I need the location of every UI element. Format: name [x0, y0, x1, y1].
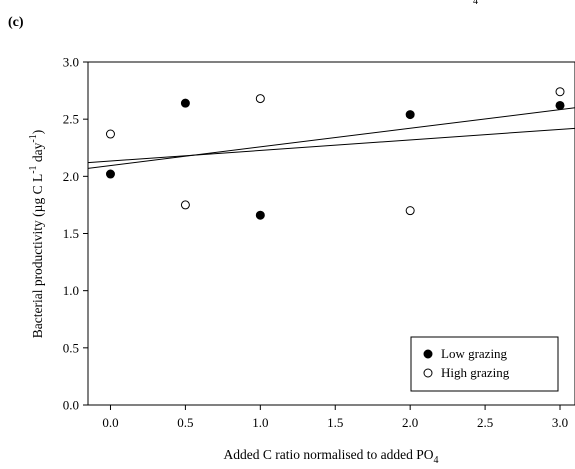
fit-lines-layer: [87, 107, 575, 169]
y-tick-label: 0.0: [63, 398, 79, 413]
y-tick-label: 2.0: [63, 169, 79, 184]
legend: Low grazing High grazing: [410, 336, 559, 392]
data-point-series-1: [105, 129, 115, 139]
legend-label-low-grazing: Low grazing: [441, 346, 508, 361]
clipped-top-text: 4: [473, 0, 478, 7]
x-tick-label: 2.5: [477, 415, 493, 430]
ticks-layer: 0.0 0.5 1.0 1.5 2.0 2.5 3.0 0.0 0.5 1.0 1.5 2.0 2.5 3…: [63, 55, 568, 431]
points-layer: [105, 87, 565, 220]
x-axis-title-main: Added C ratio normalised to added PO: [224, 447, 434, 462]
fit-line-series-1: [87, 127, 575, 164]
y-axis-title-sup: -1: [28, 134, 39, 142]
y-tick-label: 0.5: [63, 340, 79, 355]
y-axis-title-sup: -1: [28, 165, 39, 173]
data-point-series-1: [255, 94, 265, 104]
x-tick-label: 2.0: [402, 415, 418, 430]
y-tick-label: 3.0: [63, 55, 79, 70]
x-tick-label: 0.5: [177, 415, 193, 430]
x-axis-title: Added C ratio normalised to added PO4: [224, 447, 439, 466]
data-point-series-1: [555, 87, 565, 97]
y-axis-title-part: ): [30, 130, 45, 135]
data-point-series-0: [405, 110, 415, 120]
data-point-series-1: [180, 200, 190, 210]
x-tick-label: 1.0: [252, 415, 268, 430]
y-axis-title-part: Bacterial productivity (µg C L: [30, 174, 45, 339]
data-point-series-0: [255, 210, 265, 220]
x-tick-label: 1.5: [327, 415, 343, 430]
y-axis-title: Bacterial productivity (µg C L-1 day-1): [28, 130, 45, 339]
x-tick-label: 3.0: [552, 415, 568, 430]
y-tick-label: 1.5: [63, 226, 79, 241]
legend-marker-high-grazing: [423, 368, 433, 378]
legend-box: [410, 336, 559, 392]
y-axis-title-part: day: [30, 142, 45, 165]
data-point-series-0: [105, 169, 115, 179]
legend-marker-low-grazing: [423, 349, 433, 359]
data-point-series-0: [180, 98, 190, 108]
data-point-series-0: [555, 100, 565, 110]
panel-label: (c): [8, 15, 24, 30]
legend-label-high-grazing: High grazing: [441, 365, 510, 380]
y-tick-label: 2.5: [63, 112, 79, 127]
data-point-series-1: [405, 206, 415, 216]
fit-line-series-0: [87, 107, 575, 169]
x-axis-title-sub: 4: [433, 455, 438, 466]
x-tick-label: 0.0: [102, 415, 118, 430]
y-tick-label: 1.0: [63, 283, 79, 298]
